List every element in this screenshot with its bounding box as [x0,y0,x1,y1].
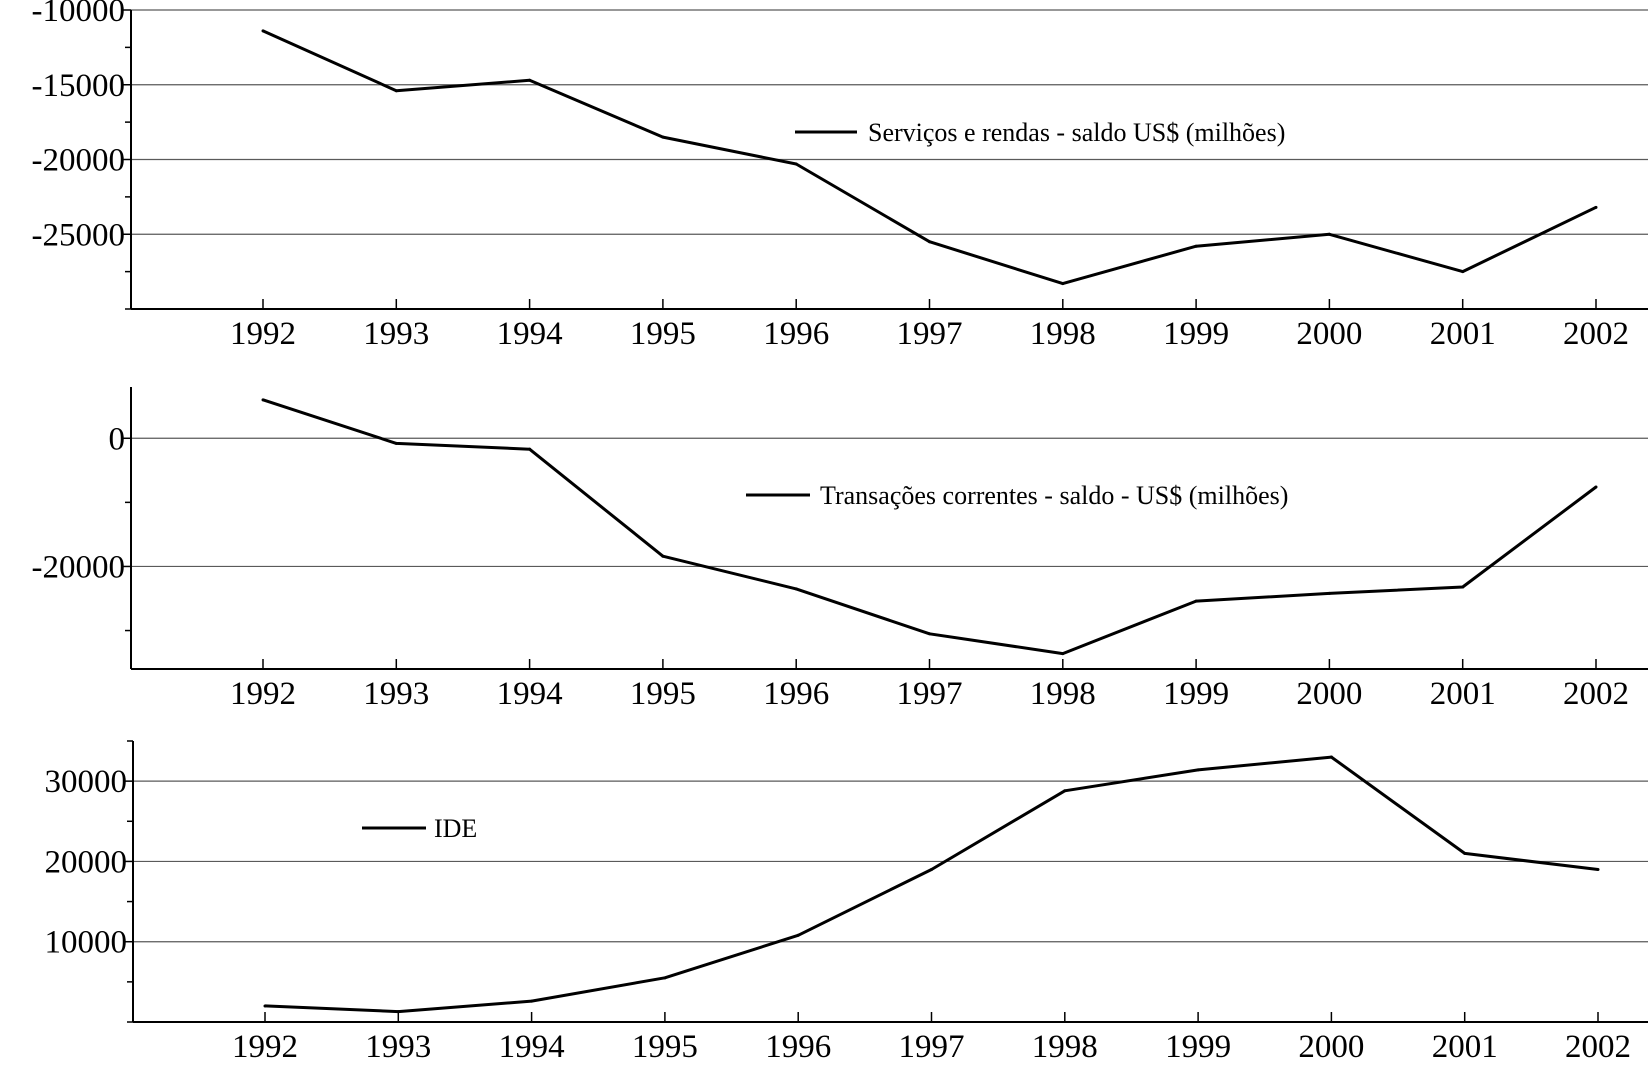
data-point [1196,768,1200,772]
x-tick-label: 1995 [630,316,696,352]
data-point [394,441,398,445]
data-point [1463,851,1467,855]
data-point [261,398,265,402]
y-tick-label: 30000 [45,764,128,800]
data-point [928,240,931,244]
x-tick-label: 1994 [497,316,563,352]
legend-label: Serviços e rendas - saldo US$ (milhões) [868,118,1285,147]
x-tick-label: 1996 [763,316,829,352]
x-tick-label: 2001 [1430,316,1496,352]
x-tick-label: 2001 [1432,1029,1498,1065]
data-point [1194,244,1198,248]
x-tick-label: 1992 [230,316,296,352]
x-tick-label: 1998 [1032,1029,1098,1065]
data-point [1063,789,1067,793]
data-point [1327,591,1331,595]
y-tick-label: 20000 [45,844,128,880]
y-tick-label: -15000 [32,68,126,104]
x-tick-label: 1998 [1030,316,1096,352]
x-tick-label: 1994 [499,1029,565,1065]
data-point [261,29,265,33]
data-point [396,1010,400,1014]
x-tick-label: 1992 [230,676,296,712]
data-point [1194,599,1198,603]
x-tick-label: 2000 [1296,316,1362,352]
series-line [262,29,1597,286]
chart-panel-services-income: -10000 -15000 -20000 -25000 1992 1993 1994 1995… [32,0,1648,352]
x-tick-label: 1993 [363,316,429,352]
y-tick-label: -20000 [32,549,126,585]
data-point [1329,755,1333,759]
y-tick-label: 0 [109,421,126,457]
legend-label: Transações correntes - saldo - US$ (milh… [820,481,1288,510]
x-tick-label: 1996 [763,676,829,712]
x-tick-label: 1993 [365,1029,431,1065]
data-point [263,1004,267,1008]
data-point [796,933,800,937]
series-line [264,755,1599,1014]
data-point [1061,652,1065,656]
data-point [1061,282,1065,286]
x-tick-label: 2002 [1565,1029,1631,1065]
x-tick-label: 1996 [765,1029,831,1065]
y-tick-label: -20000 [32,143,126,179]
data-point [661,135,665,139]
data-point [394,89,398,93]
data-point [930,867,933,871]
data-point [794,587,798,591]
data-point [1596,867,1600,871]
data-point [794,162,798,166]
x-tick-label: 1992 [232,1029,298,1065]
x-tick-label: 1999 [1163,316,1229,352]
legend-label: IDE [434,814,477,843]
x-tick-label: 2002 [1563,676,1629,712]
x-tick-label: 2002 [1563,316,1629,352]
x-tick-label: 1995 [630,676,696,712]
x-tick-label: 1997 [897,676,963,712]
data-point [661,554,665,558]
x-tick-label: 1997 [897,316,963,352]
data-point [663,976,667,980]
data-point [1461,585,1465,589]
data-point [1461,270,1465,274]
data-point [1327,232,1331,236]
x-tick-label: 1993 [363,676,429,712]
chart-panel-fdi: 30000 20000 10000 1992 1993 1994 1995 1996 1997 1… [45,740,1648,1065]
data-point [528,447,532,451]
x-tick-label: 1999 [1165,1029,1231,1065]
x-tick-label: 1999 [1163,676,1229,712]
data-point [928,632,931,636]
data-point [1594,485,1598,489]
x-tick-label: 2000 [1296,676,1362,712]
x-tick-label: 1998 [1030,676,1096,712]
x-tick-label: 1997 [899,1029,965,1065]
y-tick-label: -10000 [32,0,126,29]
y-tick-label: 10000 [45,925,128,961]
x-tick-label: 2001 [1430,676,1496,712]
chart-panel-current-account: 0 -20000 1992 1993 1994 1995 1996 1997 1998 1999 2… [32,387,1648,712]
y-tick-label: -25000 [32,217,126,253]
x-tick-label: 1995 [632,1029,698,1065]
data-point [1594,205,1598,209]
x-tick-label: 2000 [1298,1029,1364,1065]
data-point [530,999,534,1003]
x-tick-label: 1994 [497,676,563,712]
data-point [528,78,532,82]
